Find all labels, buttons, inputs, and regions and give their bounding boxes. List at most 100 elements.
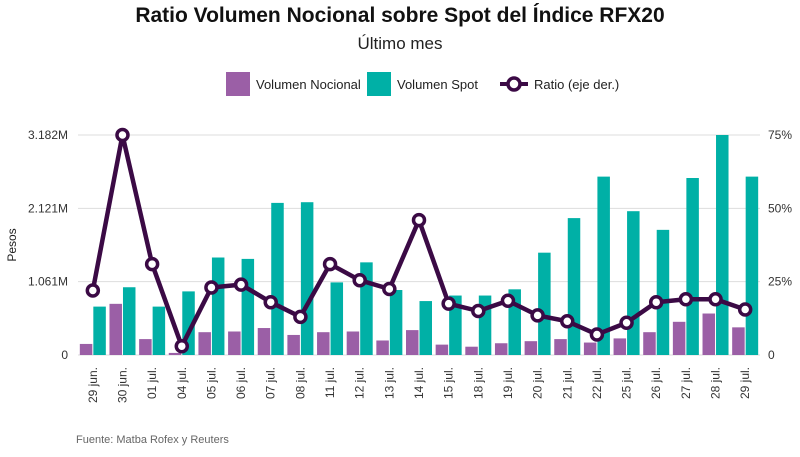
x-tick-label: 12 jul. — [353, 367, 367, 399]
ratio-point — [648, 294, 664, 310]
bar-volumen-spot — [300, 202, 314, 355]
legend-label-volumen-nocional: Volumen Nocional — [256, 77, 361, 92]
bar-volumen-nocional — [317, 332, 330, 355]
chart-title: Ratio Volumen Nocional sobre Spot del Ín… — [135, 4, 665, 27]
bar-volumen-nocional — [109, 303, 122, 355]
x-tick-label: 29 jul. — [738, 367, 752, 399]
bar-volumen-nocional — [139, 339, 152, 355]
x-tick-label: 26 jul. — [649, 367, 663, 399]
x-tick-label: 05 jul. — [204, 367, 218, 399]
x-tick-label: 11 jul. — [323, 367, 337, 398]
bar-volumen-nocional — [524, 341, 538, 355]
bar-volumen-spot — [122, 287, 136, 355]
bar-volumen-nocional — [613, 338, 627, 355]
left-tick-label: 0 — [61, 348, 68, 362]
bar-volumen-spot — [656, 229, 670, 355]
x-tick-label: 15 jul. — [442, 367, 456, 399]
bar-volumen-nocional — [287, 334, 300, 355]
x-tick-label: 01 jul. — [145, 367, 159, 399]
left-tick-label: 1.061M — [28, 275, 68, 289]
source-note: Fuente: Matba Rofex y Reuters — [76, 434, 229, 446]
x-tick-label: 13 jul. — [382, 367, 396, 399]
x-tick-label: 30 jun. — [115, 367, 129, 403]
legend-marker-ratio — [506, 76, 522, 92]
legend-label-ratio: Ratio (eje der.) — [534, 77, 619, 92]
ratio-point — [589, 327, 605, 342]
ratio-point — [619, 315, 634, 330]
ratio-point — [293, 309, 308, 325]
ratio-point — [708, 292, 723, 307]
bar-volumen-spot — [597, 176, 610, 355]
bar-volumen-spot — [419, 301, 432, 355]
ratio-point — [441, 296, 456, 311]
bar-volumen-spot — [389, 290, 403, 355]
bar-volumen-spot — [152, 306, 166, 355]
bar-volumen-nocional — [79, 343, 93, 355]
ratio-point — [530, 308, 545, 323]
y-axis-title: Pesos — [5, 228, 19, 261]
legend-swatch-volumen-nocional — [226, 72, 250, 96]
bar-volumen-spot — [538, 252, 551, 355]
ratio-point — [471, 303, 486, 319]
bar-volumen-nocional — [346, 331, 360, 355]
ratio-point — [560, 314, 575, 329]
bar-volumen-spot — [271, 202, 284, 355]
bar-volumen-nocional — [435, 344, 449, 355]
bar-volumen-nocional — [732, 327, 745, 355]
x-tick-label: 06 jul. — [234, 367, 248, 399]
bar-volumen-spot — [567, 218, 581, 355]
bar-volumen-spot — [627, 211, 640, 355]
ratio-point — [174, 338, 190, 354]
ratio-point — [115, 127, 130, 143]
bar-volumen-spot — [93, 306, 106, 355]
x-tick-label: 14 jul. — [412, 367, 426, 399]
bar-volumen-nocional — [494, 343, 508, 355]
bar-volumen-nocional — [702, 313, 716, 355]
x-tick-label: 20 jul. — [531, 367, 545, 399]
ratio-point — [737, 302, 753, 317]
bar-volumen-nocional — [376, 340, 389, 355]
x-tick-label: 04 jul. — [175, 367, 189, 399]
bar-volumen-spot — [745, 176, 759, 355]
ratio-point — [500, 293, 516, 308]
bar-volumen-nocional — [583, 342, 597, 355]
x-tick-label: 22 jul. — [590, 367, 604, 399]
bar-volumen-spot — [330, 282, 344, 355]
bar-volumen-nocional — [643, 332, 656, 355]
legend-swatch-volumen-spot — [367, 72, 391, 96]
bar-volumen-nocional — [168, 352, 182, 355]
ratio-point — [322, 256, 338, 272]
x-tick-label: 19 jul. — [501, 367, 515, 399]
right-tick-label: 75% — [768, 128, 792, 142]
ratio-point — [263, 294, 278, 310]
ratio-point — [678, 292, 694, 307]
right-tick-label: 50% — [768, 201, 792, 215]
ratio-point — [85, 283, 101, 298]
bar-volumen-nocional — [465, 346, 478, 355]
ratio-point — [382, 281, 397, 297]
x-tick-label: 29 jun. — [86, 367, 100, 403]
x-tick-label: 18 jul. — [471, 367, 485, 399]
bar-volumen-spot — [686, 178, 699, 355]
x-tick-label: 07 jul. — [264, 367, 278, 399]
left-tick-label: 2.121M — [28, 201, 68, 215]
bar-volumen-spot — [211, 257, 225, 355]
x-tick-label: 21 jul. — [560, 367, 574, 399]
x-tick-label: 08 jul. — [293, 367, 307, 399]
ratio-point — [204, 280, 219, 295]
chart-subtitle: Último mes — [357, 34, 443, 53]
right-tick-label: 25% — [768, 275, 792, 289]
ratio-point — [144, 256, 160, 272]
bar-volumen-nocional — [257, 328, 271, 355]
bar-volumen-nocional — [228, 331, 241, 355]
left-tick-label: 3.182M — [28, 128, 68, 142]
legend-label-volumen-spot: Volumen Spot — [397, 77, 478, 92]
bar-volumen-nocional — [406, 330, 419, 355]
bar-volumen-nocional — [198, 332, 211, 355]
ratio-point — [233, 277, 249, 292]
ratio-point — [411, 212, 427, 228]
bar-volumen-nocional — [554, 339, 567, 355]
x-tick-label: 25 jul. — [620, 367, 634, 399]
x-tick-label: 27 jul. — [679, 367, 693, 399]
